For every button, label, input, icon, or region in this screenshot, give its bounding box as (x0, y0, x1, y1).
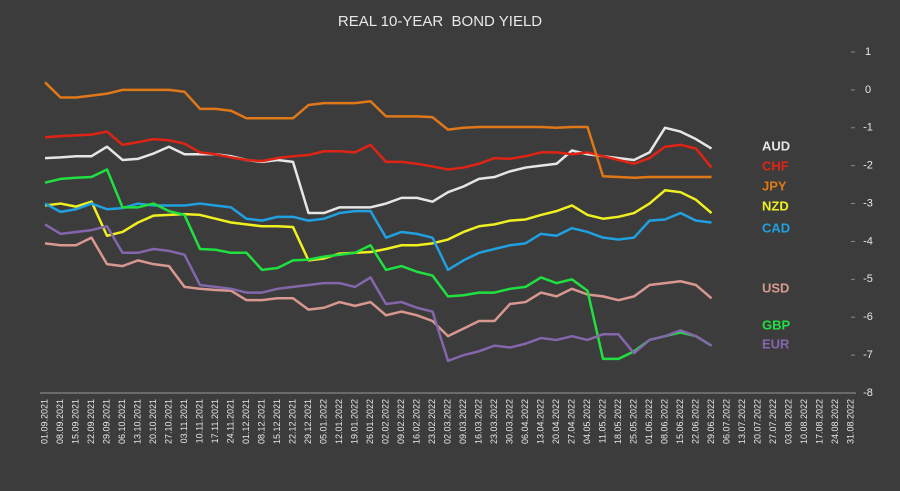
x-tick-label: 13.07.2022 (737, 399, 747, 444)
x-tick-label: 09.03.2022 (458, 399, 468, 444)
x-tick-label: 04.05.2022 (582, 399, 592, 444)
x-tick-label: 01.12.2021 (241, 399, 251, 444)
series-line (44, 236, 713, 338)
x-tick-label: 08.06.2022 (659, 399, 669, 444)
x-tick-label: 06.04.2022 (520, 399, 530, 444)
y-tick-label: -7 (863, 349, 873, 361)
x-tick-label: 09.02.2022 (396, 399, 406, 444)
x-tick-label: 13.10.2021 (132, 399, 142, 444)
x-tick-label: 08.12.2021 (256, 399, 266, 444)
series-line (44, 189, 713, 262)
x-tick-label: 08.09.2021 (55, 399, 65, 444)
y-tick-label: -6 (863, 311, 873, 323)
y-tick-label: 1 (865, 46, 871, 58)
x-tick-label: 26.01.2022 (365, 399, 375, 444)
x-tick-label: 20.07.2022 (752, 399, 762, 444)
x-tick-label: 05.01.2022 (318, 399, 328, 444)
series-line (44, 130, 713, 171)
legend-label: NZD (762, 198, 789, 213)
legend-label: JPY (762, 178, 787, 193)
y-tick-label: -1 (863, 122, 873, 134)
x-tick-label: 15.09.2021 (70, 399, 80, 444)
x-tick-label: 16.02.2022 (411, 399, 421, 444)
y-tick-label: -8 (863, 387, 873, 399)
x-tick-label: 17.11.2021 (210, 399, 220, 443)
x-tick-label: 06.07.2022 (721, 399, 731, 444)
legend-label: AUD (762, 138, 790, 153)
x-tick-label: 29.12.2021 (303, 399, 313, 444)
x-tick-label: 13.04.2022 (535, 399, 545, 444)
x-tick-label: 23.02.2022 (427, 399, 437, 444)
x-tick-label: 29.06.2022 (706, 399, 716, 444)
legend-label: EUR (762, 336, 790, 351)
x-tick-label: 23.03.2022 (489, 399, 499, 444)
y-tick-label: -4 (863, 235, 873, 247)
x-tick-label: 16.03.2022 (473, 399, 483, 444)
x-tick-label: 27.07.2022 (768, 399, 778, 444)
series-line (44, 223, 713, 363)
x-tick-label: 22.06.2022 (690, 399, 700, 444)
x-tick-label: 01.09.2021 (39, 399, 49, 444)
x-tick-label: 27.10.2021 (163, 399, 173, 444)
x-tick-label: 27.04.2022 (566, 399, 576, 444)
x-tick-label: 18.05.2022 (613, 399, 623, 444)
legend-label: USD (762, 280, 789, 295)
legend-label: CHF (762, 158, 789, 173)
x-tick-label: 06.10.2021 (117, 399, 127, 444)
x-tick-label: 10.11.2021 (194, 399, 204, 443)
x-tick-label: 25.05.2022 (628, 399, 638, 444)
x-tick-label: 15.06.2022 (675, 399, 685, 444)
x-tick-label: 15.12.2021 (272, 399, 282, 444)
x-tick-label: 17.08.2022 (814, 399, 824, 444)
x-tick-label: 29.09.2021 (101, 399, 111, 444)
x-tick-label: 20.04.2022 (551, 399, 561, 444)
chart-title: REAL 10-YEAR BOND YIELD (338, 13, 542, 30)
legend-label: GBP (762, 317, 791, 332)
legend-label: CAD (762, 220, 790, 235)
x-tick-label: 02.03.2022 (442, 399, 452, 444)
x-tick-label: 02.02.2022 (380, 399, 390, 444)
x-tick-label: 20.10.2021 (148, 399, 158, 444)
x-tick-label: 30.03.2022 (504, 399, 514, 444)
x-tick-label: 12.01.2022 (334, 399, 344, 444)
y-tick-label: -3 (863, 197, 873, 209)
series-line (44, 81, 712, 180)
x-tick-label: 03.08.2022 (783, 399, 793, 444)
x-tick-label: 24.11.2021 (225, 399, 235, 443)
x-tick-label: 31.08.2022 (845, 399, 855, 444)
x-tick-label: 22.12.2021 (287, 399, 297, 444)
y-tick-label: -2 (863, 160, 873, 172)
x-tick-label: 03.11.2021 (179, 399, 189, 443)
x-tick-label: 10.08.2022 (799, 399, 809, 444)
y-tick-label: 0 (865, 84, 871, 96)
x-tick-label: 19.01.2022 (349, 399, 359, 444)
x-tick-label: 24.08.2022 (830, 399, 840, 444)
x-tick-label: 22.09.2021 (86, 399, 96, 444)
x-tick-label: 11.05.2022 (597, 399, 607, 443)
series-line (44, 168, 713, 361)
y-tick-label: -5 (863, 273, 873, 285)
x-tick-label: 01.06.2022 (644, 399, 654, 444)
